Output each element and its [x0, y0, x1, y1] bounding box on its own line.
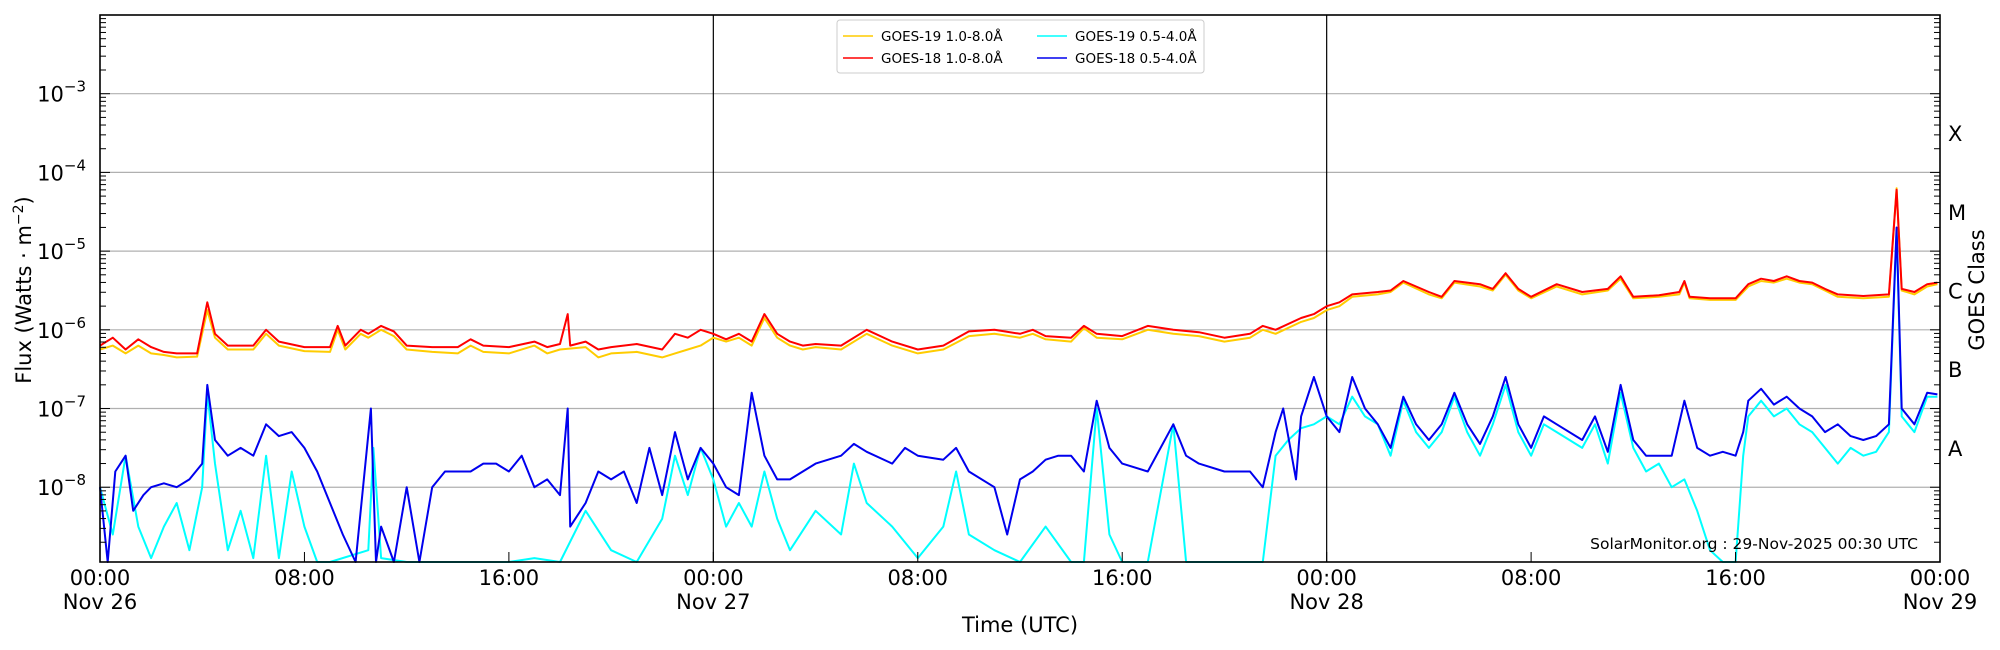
x-tick-time: 08:00: [1501, 566, 1562, 590]
x-tick-time: 00:00: [1910, 566, 1971, 590]
legend-label-goes19-short: GOES-19 0.5-4.0Å: [1075, 28, 1197, 45]
y-tick-label: 10−3: [37, 78, 86, 107]
y-tick-label: 10−5: [37, 235, 86, 264]
x-tick-date: Nov 28: [1289, 590, 1363, 614]
y-tick-label: 10−6: [37, 314, 86, 343]
legend-label-goes19-long: GOES-19 1.0-8.0Å: [881, 28, 1003, 45]
goes-class-label: C: [1948, 279, 1963, 303]
axis-ticks: [99, 18, 1941, 562]
x-tick-time: 00:00: [70, 566, 131, 590]
y-tick-label: 10−7: [37, 393, 86, 422]
y-axis-title: Flux (Watts · m−2): [11, 196, 36, 384]
goes-class-label: B: [1948, 358, 1962, 382]
y-axis-tick-labels: 10−3 10−4 10−5 10−6 10−7 10−8: [37, 78, 86, 501]
x-tick-time: 00:00: [683, 566, 744, 590]
y-tick-label: 10−8: [37, 471, 86, 500]
x-tick-time: 16:00: [1705, 566, 1766, 590]
goes-class-label: X: [1948, 122, 1962, 146]
series-line: [99, 188, 1938, 355]
data-series: [99, 187, 1938, 563]
horizontal-gridlines: [100, 93, 1940, 488]
x-tick-time: 16:00: [1092, 566, 1153, 590]
x-tick-time: 08:00: [888, 566, 949, 590]
series-line: [99, 226, 1938, 563]
legend-label-goes18-long: GOES-18 1.0-8.0Å: [881, 50, 1003, 67]
day-boundary-lines: [712, 15, 1328, 562]
x-tick-time: 00:00: [1296, 566, 1357, 590]
legend: GOES-19 1.0-8.0Å GOES-18 1.0-8.0Å GOES-1…: [836, 19, 1205, 74]
x-axis-title: Time (UTC): [961, 613, 1078, 637]
y-tick-label: 10−4: [37, 156, 86, 185]
x-tick-date: Nov 29: [1903, 590, 1977, 614]
series-line: [99, 230, 1938, 563]
credit-annotation: SolarMonitor.org : 29-Nov-2025 00:30 UTC: [1590, 535, 1918, 553]
y-axis-right-title: GOES Class: [1965, 229, 1989, 350]
legend-label-goes18-short: GOES-18 0.5-4.0Å: [1075, 50, 1197, 67]
x-tick-time: 16:00: [479, 566, 540, 590]
goes-class-labels: X M C B A: [1948, 122, 1966, 461]
goes-class-label: M: [1948, 201, 1966, 225]
x-tick-time: 08:00: [274, 566, 335, 590]
series-line: [99, 187, 1938, 359]
x-tick-date: Nov 27: [676, 590, 750, 614]
plot-frame: [99, 14, 1941, 563]
x-tick-date: Nov 26: [63, 590, 137, 614]
goes-class-label: A: [1948, 437, 1963, 461]
